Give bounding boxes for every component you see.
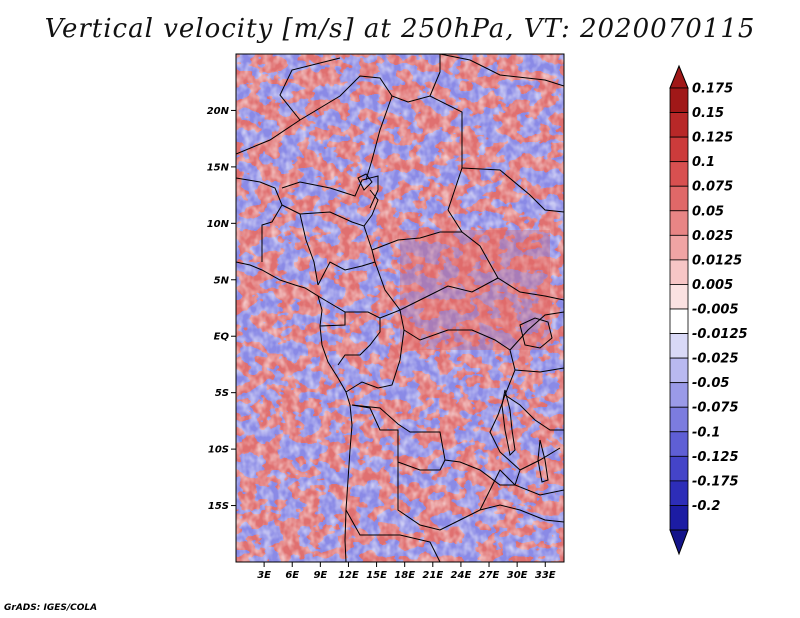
lat-tick-label: 15N <box>207 162 230 173</box>
colorbar-label: -0.0125 <box>692 327 748 342</box>
colorbar-swatch <box>669 333 689 359</box>
colorbar-label: 0.005 <box>692 278 733 293</box>
colorbar-label: 0.075 <box>692 180 733 195</box>
colorbar-swatch <box>669 259 689 285</box>
map-frame <box>235 53 565 563</box>
colorbar-swatch <box>669 382 689 408</box>
lon-tick-label: 33E <box>535 570 556 581</box>
lat-tick-label: EQ <box>214 332 230 343</box>
lon-tick-label: 21E <box>422 570 443 581</box>
latitude-axis: 20N 15N 10N 5N EQ 5S 10S 15S <box>207 106 236 512</box>
colorbar-label: -0.025 <box>692 352 739 367</box>
colorbar-label: -0.05 <box>692 376 729 391</box>
colorbar-swatch <box>669 234 689 261</box>
colorbar-label: -0.2 <box>692 499 720 514</box>
lon-tick-label: 9E <box>313 570 327 581</box>
colorbar-label: 0.05 <box>692 204 724 219</box>
colorbar-swatch <box>669 284 689 310</box>
colorbar-swatch <box>669 87 689 113</box>
lon-tick-label: 30E <box>507 570 528 581</box>
colorbar-swatch <box>669 161 689 187</box>
colorbar-label: -0.075 <box>692 401 739 416</box>
colorbar-label: 0.175 <box>692 82 733 97</box>
lat-tick-label: 5S <box>215 388 229 399</box>
colorbar-label: 0.15 <box>692 106 724 121</box>
longitude-axis: 3E 6E 9E 12E 15E 18E 21E 24E 27E 30E 33E <box>257 562 556 581</box>
colorbar-bottom-arrow <box>669 529 689 556</box>
lon-tick-label: 3E <box>257 570 271 581</box>
lat-tick-label: 5N <box>214 275 230 286</box>
grads-credit: GrADS: IGES/COLA <box>4 603 98 613</box>
colorbar-label: -0.175 <box>692 474 739 489</box>
colorbar-swatch <box>669 112 689 138</box>
lake-malawi <box>537 439 549 483</box>
colorbar-top-arrow <box>669 64 689 89</box>
lon-tick-label: 12E <box>338 570 359 581</box>
lat-tick-label: 15S <box>208 501 229 512</box>
chart-title: Vertical velocity [m/s] at 250hPa, VT: 2… <box>44 14 756 44</box>
lon-tick-label: 24E <box>451 570 472 581</box>
lon-tick-label: 6E <box>285 570 299 581</box>
lat-tick-label: 20N <box>207 106 230 117</box>
country-borders <box>236 54 564 562</box>
colorbar-label: 0.125 <box>692 131 733 146</box>
colorbar-label: -0.1 <box>692 425 720 440</box>
colorbar-swatch <box>669 210 689 236</box>
lon-tick-label: 18E <box>394 570 415 581</box>
colorbar-swatch <box>669 505 689 531</box>
colorbar-swatch <box>669 136 689 163</box>
colorbar-swatch <box>669 431 689 457</box>
colorbar-label: 0.025 <box>692 229 733 244</box>
colorbar-swatch <box>669 455 689 482</box>
lat-tick-label: 10S <box>208 445 229 456</box>
colorbar-swatch <box>669 480 689 506</box>
colorbar-label: -0.005 <box>692 303 739 318</box>
lon-tick-label: 27E <box>479 570 500 581</box>
lake-victoria <box>519 317 553 349</box>
colorbar-swatch <box>669 357 689 384</box>
vertical-velocity-field <box>236 54 564 562</box>
colorbar-swatch <box>669 308 689 334</box>
colorbar-label: 0.1 <box>692 155 715 170</box>
colorbar: 0.175 0.15 0.125 0.1 0.075 0.05 0.025 0.0125 0.0… <box>669 64 748 556</box>
lake-chad <box>357 173 373 191</box>
colorbar-label: 0.0125 <box>692 253 742 268</box>
colorbar-swatch <box>669 185 689 212</box>
lat-tick-label: 10N <box>207 219 230 230</box>
colorbar-swatch <box>669 406 689 433</box>
lake-tanganyika <box>501 389 516 457</box>
colorbar-label: -0.125 <box>692 450 739 465</box>
lon-tick-label: 15E <box>366 570 387 581</box>
coastline <box>236 261 353 562</box>
